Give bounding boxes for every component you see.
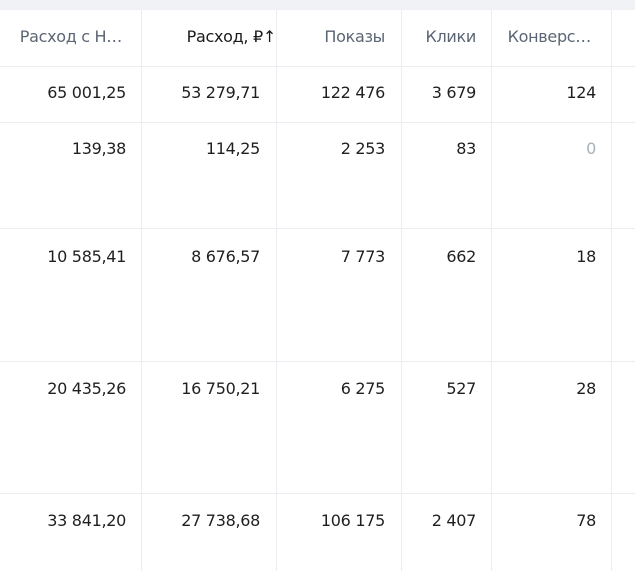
column-header[interactable]: Показы <box>324 27 385 46</box>
table-cell: 6 275 <box>340 379 386 398</box>
table-cell: 2 407 <box>431 511 477 530</box>
table-cell: 2 253 <box>340 139 386 158</box>
table-cell: 662 <box>446 247 476 266</box>
table-cell: 122 476 <box>320 83 385 102</box>
column-header[interactable]: Расход с Н… <box>19 27 123 46</box>
table-cell: 78 <box>576 511 596 530</box>
column-divider <box>491 10 492 571</box>
column-header[interactable]: Клики <box>425 27 476 46</box>
table-cell: 114,25 <box>205 139 260 158</box>
table-cell: 7 773 <box>340 247 386 266</box>
table-cell: 18 <box>576 247 596 266</box>
column-divider <box>401 10 402 571</box>
table-cell: 527 <box>446 379 476 398</box>
table-cell: 3 679 <box>431 83 477 102</box>
table-cell: 83 <box>456 139 476 158</box>
top-bar <box>0 0 635 10</box>
row-divider <box>0 66 635 67</box>
column-header[interactable]: Расход, ₽↑ <box>186 27 277 46</box>
column-divider <box>141 10 142 571</box>
column-divider <box>611 10 612 571</box>
table-cell: 0 <box>586 139 596 158</box>
table-cell: 28 <box>576 379 596 398</box>
table-cell: 10 585,41 <box>47 247 126 266</box>
row-divider <box>0 122 635 123</box>
table-cell: 106 175 <box>320 511 385 530</box>
table-cell: 124 <box>566 83 596 102</box>
column-divider <box>276 10 277 571</box>
row-divider <box>0 361 635 362</box>
column-header[interactable]: Конверс… <box>507 27 592 46</box>
table-cell: 20 435,26 <box>47 379 126 398</box>
table-cell: 8 676,57 <box>191 247 260 266</box>
table-cell: 27 738,68 <box>181 511 260 530</box>
table-cell: 139,38 <box>71 139 126 158</box>
table-cell: 65 001,25 <box>47 83 126 102</box>
row-divider <box>0 228 635 229</box>
row-divider <box>0 493 635 494</box>
table-cell: 33 841,20 <box>47 511 126 530</box>
table-cell: 16 750,21 <box>181 379 260 398</box>
table-cell: 53 279,71 <box>181 83 260 102</box>
